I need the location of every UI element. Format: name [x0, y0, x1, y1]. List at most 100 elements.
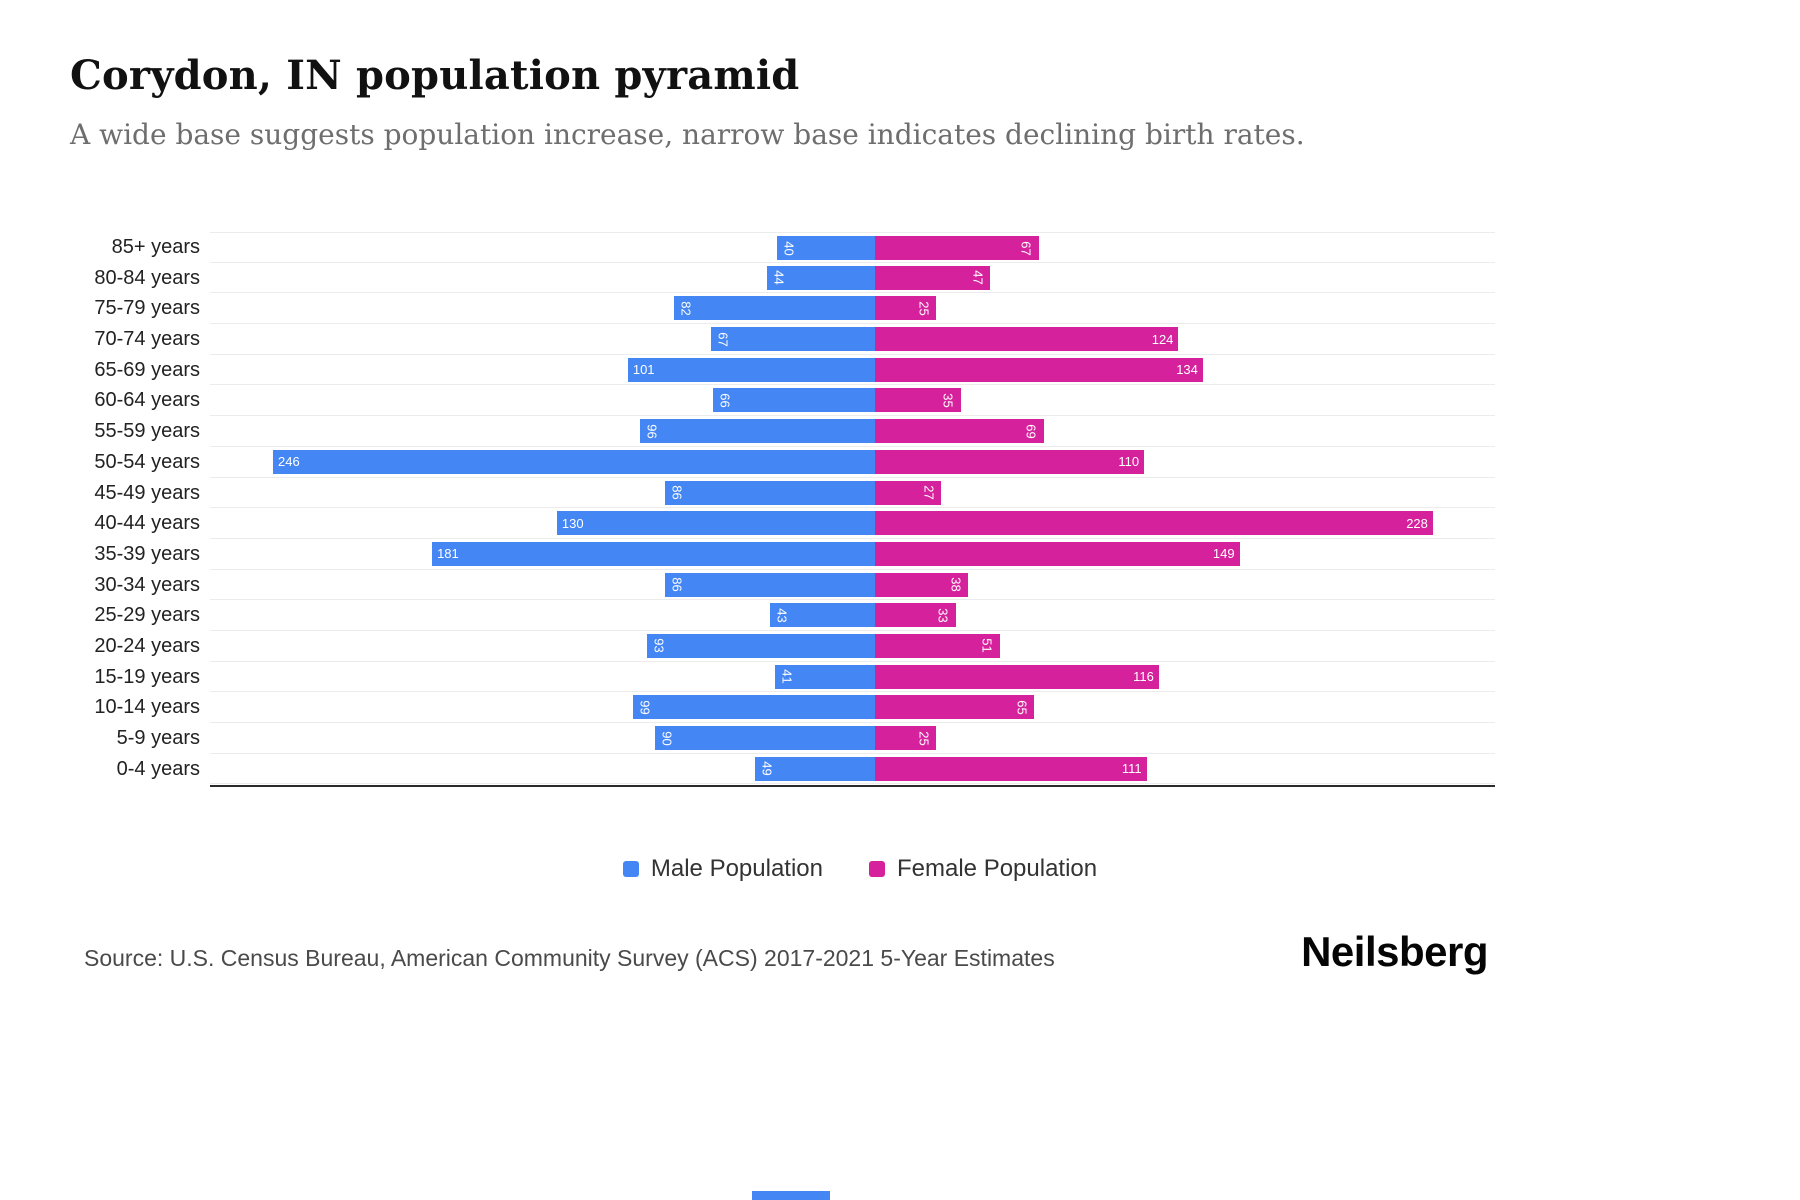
male-population-bar[interactable]: 67	[711, 327, 875, 352]
female-population-bar[interactable]: 35	[875, 388, 961, 413]
pyramid-row: 5-9 years 90 25	[0, 723, 1800, 754]
source-attribution: Source: U.S. Census Bureau, American Com…	[84, 945, 1055, 971]
male-population-bar[interactable]: 66	[713, 388, 875, 413]
male-population-bar[interactable]: 43	[769, 603, 875, 628]
male-population-bar[interactable]: 93	[647, 633, 875, 658]
age-group-label: 25-29 years	[94, 604, 200, 627]
bar-value-label: 96	[644, 423, 660, 439]
female-population-bar[interactable]: 25	[875, 726, 937, 750]
pyramid-row: 45-49 years 86 27	[0, 478, 1800, 509]
female-legend-swatch-icon	[869, 861, 885, 877]
plot-row: 82 25	[210, 293, 1495, 325]
male-population-bar[interactable]: 130	[556, 511, 875, 536]
bar-value-label: 33	[936, 608, 952, 623]
female-population-bar[interactable]: 33	[875, 603, 956, 628]
bar-value-label: 124	[1151, 331, 1174, 347]
pyramid-row: 80-84 years 44 47	[0, 263, 1800, 294]
plot-row: 86 27	[210, 478, 1495, 509]
female-population-bar[interactable]: 124	[875, 327, 1179, 352]
page-title: Corydon, IN population pyramid	[70, 52, 800, 99]
male-population-bar[interactable]: 82	[674, 296, 875, 321]
chart-legend: Male Population Female Population	[0, 855, 1720, 883]
age-group-label: 85+ years	[111, 236, 200, 258]
male-population-bar[interactable]: 101	[627, 357, 875, 382]
female-population-bar[interactable]: 25	[875, 296, 937, 321]
bar-value-label: 69	[1024, 423, 1040, 439]
bar-value-label: 110	[1118, 454, 1140, 470]
female-population-bar[interactable]: 65	[875, 695, 1035, 720]
bar-value-label: 130	[561, 515, 584, 531]
female-population-bar[interactable]: 69	[875, 419, 1044, 444]
plot-row: 49 111	[210, 754, 1495, 785]
age-group-label: 0-4 years	[116, 757, 200, 780]
female-population-bar[interactable]: 67	[875, 236, 1039, 260]
male-population-bar[interactable]: 41	[774, 664, 875, 689]
female-population-bar[interactable]: 134	[875, 357, 1203, 382]
bar-value-label: 111	[1121, 761, 1142, 777]
plot-row: 66 35	[210, 385, 1495, 417]
female-population-bar[interactable]: 111	[875, 756, 1147, 781]
age-group-label: 50-54 years	[94, 450, 200, 473]
pyramid-row: 60-64 years 66 35	[0, 385, 1800, 417]
bar-value-label: 43	[774, 608, 790, 623]
male-population-bar[interactable]: 90	[654, 726, 875, 750]
male-population-bar[interactable]: 99	[632, 695, 875, 720]
legend-label-female: Female Population	[897, 855, 1098, 882]
pyramid-row: 50-54 years 246 110	[0, 447, 1800, 478]
male-population-bar[interactable]: 246	[273, 449, 875, 474]
male-population-bar[interactable]: 181	[432, 541, 875, 566]
bar-value-label: 246	[278, 454, 300, 470]
bar-value-label: 90	[659, 730, 675, 746]
age-group-label: 40-44 years	[94, 512, 200, 535]
pyramid-row: 40-44 years 130 228	[0, 508, 1800, 539]
plot-row: 90 25	[210, 723, 1495, 754]
bar-value-label: 149	[1212, 546, 1235, 562]
bar-value-label: 86	[669, 485, 685, 500]
bar-value-label: 116	[1133, 669, 1154, 685]
male-population-bar[interactable]: 49	[755, 756, 875, 781]
chart-subtitle: A wide base suggests population increase…	[70, 118, 1305, 151]
female-population-bar[interactable]: 38	[875, 572, 968, 597]
pyramid-row: 70-74 years 67 124	[0, 324, 1800, 355]
plot-row: 130 228	[210, 508, 1495, 539]
age-group-label: 45-49 years	[94, 481, 200, 504]
bar-value-label: 51	[980, 638, 996, 654]
age-group-label: 60-64 years	[94, 389, 200, 412]
plot-row: 86 38	[210, 570, 1495, 601]
female-population-bar[interactable]: 47	[875, 265, 990, 290]
plot-row: 99 65	[210, 692, 1495, 723]
pyramid-row: 25-29 years 43 33	[0, 600, 1800, 631]
pyramid-rows: 85+ years 40 67 80-84 years 44 47 75-79 years 8…	[0, 232, 1800, 785]
age-group-label: 5-9 years	[116, 727, 200, 749]
legend-item-male[interactable]: Male Population	[622, 855, 823, 883]
bar-value-label: 67	[1019, 240, 1035, 256]
bar-value-label: 25	[916, 301, 932, 316]
pyramid-row: 30-34 years 86 38	[0, 570, 1800, 601]
plot-row: 40 67	[210, 232, 1495, 263]
male-population-bar[interactable]: 44	[767, 265, 875, 290]
pyramid-row: 85+ years 40 67	[0, 232, 1800, 263]
plot-row: 93 51	[210, 631, 1495, 662]
female-population-bar[interactable]: 51	[875, 633, 1000, 658]
pyramid-row: 0-4 years 49 111	[0, 754, 1800, 785]
male-population-bar[interactable]: 86	[664, 572, 875, 597]
bar-value-label: 47	[970, 270, 986, 285]
female-population-bar[interactable]: 228	[875, 511, 1433, 536]
bar-value-label: 40	[781, 240, 797, 256]
brand-logo: Neilsberg	[1301, 928, 1488, 975]
pyramid-row: 15-19 years 41 116	[0, 662, 1800, 693]
male-population-bar[interactable]: 96	[640, 419, 875, 444]
age-group-label: 70-74 years	[94, 328, 200, 351]
legend-item-female[interactable]: Female Population	[869, 855, 1097, 883]
age-group-label: 80-84 years	[94, 266, 200, 289]
bar-value-label: 65	[1014, 700, 1030, 715]
age-group-label: 75-79 years	[94, 297, 200, 320]
female-population-bar[interactable]: 149	[875, 541, 1240, 566]
bar-value-label: 27	[921, 485, 937, 500]
female-population-bar[interactable]: 116	[875, 664, 1159, 689]
female-population-bar[interactable]: 110	[875, 449, 1145, 474]
male-population-bar[interactable]: 86	[664, 480, 875, 505]
male-population-bar[interactable]: 40	[777, 236, 875, 260]
age-group-label: 35-39 years	[94, 542, 200, 565]
female-population-bar[interactable]: 27	[875, 480, 942, 505]
